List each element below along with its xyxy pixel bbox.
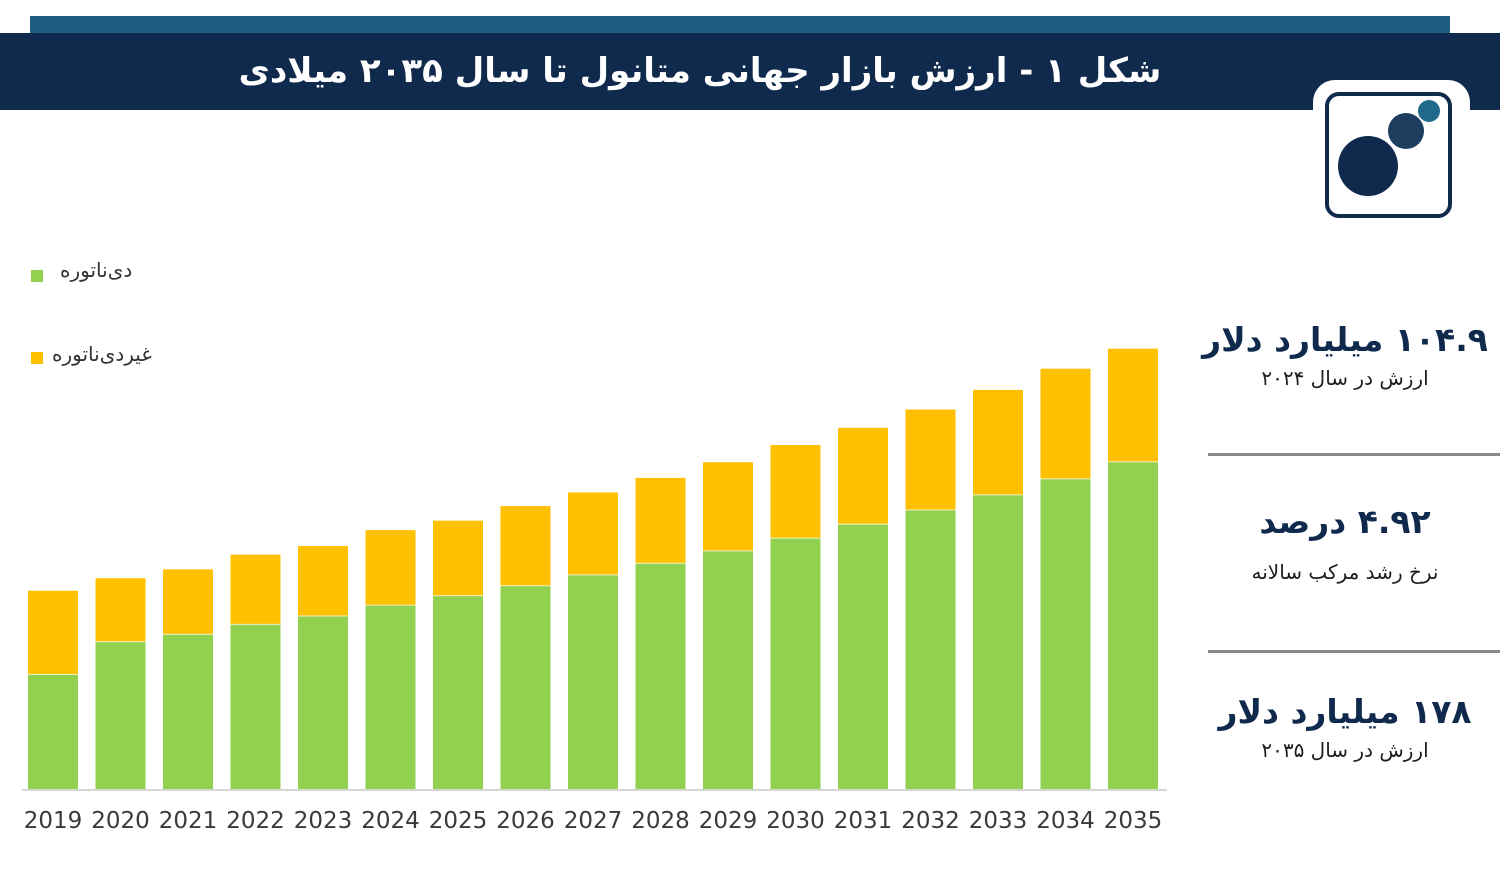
bar-non-denatured-2032 xyxy=(905,409,956,510)
bar-non-denatured-2035 xyxy=(1108,348,1158,462)
bar-denatured-2021 xyxy=(163,633,213,789)
bar-non-denatured-2025 xyxy=(433,520,483,596)
stat-value-2035: ۱۷۸ میلیارد دلار ارزش در سال ۲۰۳۵ xyxy=(1190,690,1500,766)
bar-denatured-2024 xyxy=(365,604,416,789)
legend-label-non-denatured: غیردی‌ناتوره xyxy=(52,342,152,366)
bar-denatured-2028 xyxy=(635,562,686,789)
bar-denatured-2020 xyxy=(95,641,146,789)
x-tick-label: 2035 xyxy=(1104,808,1163,834)
stat-cagr: ۴.۹۲ درصد نرخ رشد مرکب سالانه xyxy=(1190,500,1500,588)
legend-swatch-denatured xyxy=(31,270,43,282)
circles-logo-icon xyxy=(1338,100,1440,196)
bar-non-denatured-2029 xyxy=(703,462,753,551)
x-tick-label: 2026 xyxy=(496,808,555,834)
stat-2024-value: ۱۰۴.۹ میلیارد دلار xyxy=(1202,320,1488,359)
bar-denatured-2025 xyxy=(433,595,483,789)
x-tick-label: 2024 xyxy=(361,808,420,834)
stat-divider xyxy=(1208,650,1500,653)
x-tick-label: 2019 xyxy=(24,808,83,834)
bar-denatured-2026 xyxy=(500,585,551,789)
x-tick-label: 2029 xyxy=(699,808,758,834)
legend-swatch-non-denatured xyxy=(31,352,43,364)
x-tick-label: 2031 xyxy=(834,808,893,834)
x-tick-label: 2023 xyxy=(294,808,353,834)
bar-non-denatured-2031 xyxy=(838,427,888,524)
stat-2035-label: ارزش در سال ۲۰۳۵ xyxy=(1261,738,1429,762)
bar-non-denatured-2022 xyxy=(230,554,281,624)
stat-2024-label: ارزش در سال ۲۰۲۴ xyxy=(1261,366,1429,390)
x-tick-label: 2020 xyxy=(91,808,150,834)
x-tick-label: 2021 xyxy=(159,808,218,834)
bar-non-denatured-2026 xyxy=(500,506,551,586)
bar-non-denatured-2028 xyxy=(635,477,686,563)
stacked-bar-chart: 2019 2020 2021 2022 2023 2024 2025 2026 2027 2028… xyxy=(22,348,1167,834)
bar-denatured-2033 xyxy=(973,494,1023,789)
x-tick-label: 2032 xyxy=(901,808,960,834)
bar-non-denatured-2027 xyxy=(568,492,618,575)
bar-non-denatured-2023 xyxy=(298,546,348,616)
logo-frame xyxy=(1325,92,1452,218)
bar-denatured-2032 xyxy=(905,509,956,789)
bar-denatured-2034 xyxy=(1040,478,1091,789)
bar-denatured-2023 xyxy=(298,615,348,789)
bar-denatured-2030 xyxy=(770,537,821,789)
bar-denatured-2029 xyxy=(703,550,753,789)
stat-2035-value: ۱۷۸ میلیارد دلار xyxy=(1218,692,1472,731)
x-tick-label: 2022 xyxy=(226,808,285,834)
bar-non-denatured-2020 xyxy=(95,578,146,642)
x-tick-label: 2028 xyxy=(631,808,690,834)
x-tick-label: 2027 xyxy=(564,808,623,834)
bar-non-denatured-2030 xyxy=(770,445,821,538)
logo-badge xyxy=(1313,80,1470,232)
legend-label-denatured: دی‌ناتوره xyxy=(60,258,133,282)
top-accent-strip xyxy=(30,16,1450,33)
page-title: شکل ۱ - ارزش بازار جهانی متانول تا سال ۲… xyxy=(238,51,1162,91)
bar-denatured-2022 xyxy=(230,623,281,789)
stat-cagr-value: ۴.۹۲ درصد xyxy=(1259,502,1431,541)
x-tick-label: 2034 xyxy=(1036,808,1095,834)
x-tick-label: 2030 xyxy=(766,808,825,834)
title-bar xyxy=(0,33,1500,110)
x-tick-label: 2025 xyxy=(429,808,488,834)
stat-divider xyxy=(1208,453,1500,456)
bar-non-denatured-2024 xyxy=(365,530,416,605)
bar-denatured-2031 xyxy=(838,523,888,789)
x-tick-label: 2033 xyxy=(969,808,1028,834)
bar-denatured-2019 xyxy=(28,673,78,789)
bar-non-denatured-2033 xyxy=(973,389,1023,495)
bar-non-denatured-2019 xyxy=(28,590,78,674)
stat-cagr-label: نرخ رشد مرکب سالانه xyxy=(1251,560,1439,584)
bar-denatured-2027 xyxy=(568,574,618,789)
stat-value-2024: ۱۰۴.۹ میلیارد دلار ارزش در سال ۲۰۲۴ xyxy=(1190,318,1500,394)
bar-denatured-2035 xyxy=(1108,461,1158,789)
bar-non-denatured-2034 xyxy=(1040,368,1091,479)
bar-non-denatured-2021 xyxy=(163,569,213,634)
x-axis-line xyxy=(22,789,1167,791)
